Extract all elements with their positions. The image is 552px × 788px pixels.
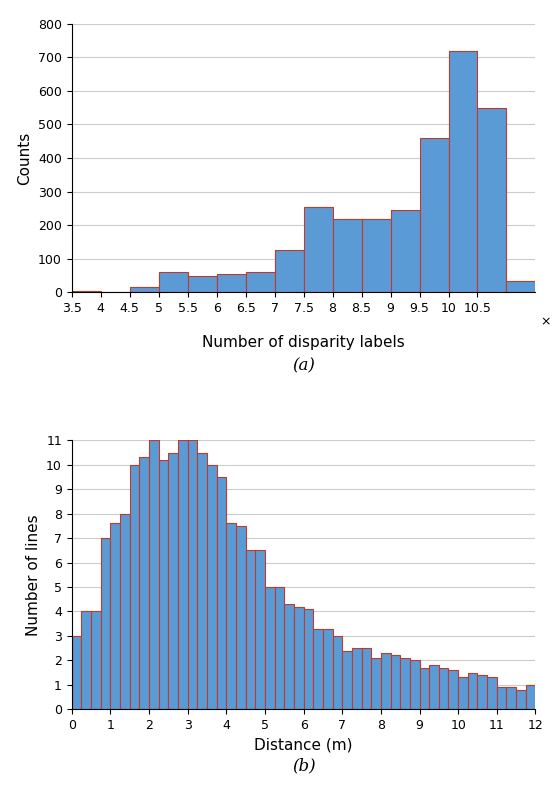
Bar xyxy=(110,523,120,709)
Bar xyxy=(130,465,139,709)
Bar xyxy=(468,672,477,709)
Bar xyxy=(362,648,371,709)
Bar xyxy=(265,587,275,709)
Bar xyxy=(294,607,304,709)
Bar xyxy=(255,550,265,709)
Bar xyxy=(304,609,314,709)
Bar xyxy=(207,465,216,709)
Text: (a): (a) xyxy=(292,357,315,374)
Bar xyxy=(448,670,458,709)
Bar xyxy=(198,452,207,709)
Bar xyxy=(410,660,420,709)
Bar xyxy=(91,611,100,709)
Bar xyxy=(168,452,178,709)
Bar xyxy=(178,440,188,709)
X-axis label: Number of disparity labels: Number of disparity labels xyxy=(202,335,405,350)
Bar xyxy=(304,206,332,292)
Bar xyxy=(487,678,497,709)
Bar xyxy=(391,210,420,292)
Bar xyxy=(390,656,400,709)
Bar xyxy=(188,276,216,292)
Bar xyxy=(246,273,275,292)
Bar xyxy=(362,218,391,292)
Bar xyxy=(216,477,226,709)
Bar xyxy=(332,636,342,709)
Bar xyxy=(506,687,516,709)
Bar xyxy=(159,273,188,292)
Bar xyxy=(352,648,362,709)
Bar xyxy=(120,514,130,709)
Bar xyxy=(82,611,91,709)
Bar xyxy=(274,587,284,709)
Text: (b): (b) xyxy=(292,757,315,775)
Bar xyxy=(429,665,439,709)
Bar xyxy=(72,636,82,709)
Bar xyxy=(226,523,236,709)
Bar xyxy=(507,281,535,292)
Bar xyxy=(149,440,159,709)
Bar xyxy=(188,440,198,709)
Bar xyxy=(420,667,429,709)
Bar xyxy=(458,678,468,709)
Bar xyxy=(371,658,381,709)
Bar xyxy=(332,218,362,292)
Bar xyxy=(477,675,487,709)
Bar xyxy=(217,274,246,292)
Bar xyxy=(439,667,448,709)
Bar xyxy=(400,658,410,709)
Bar xyxy=(381,653,390,709)
Bar xyxy=(477,108,507,292)
Y-axis label: Number of lines: Number of lines xyxy=(25,514,41,636)
Bar xyxy=(275,251,304,292)
Bar xyxy=(101,538,110,709)
X-axis label: Distance (m): Distance (m) xyxy=(254,738,353,753)
Bar xyxy=(139,458,149,709)
Bar xyxy=(314,629,323,709)
Bar xyxy=(246,550,255,709)
Bar xyxy=(236,526,246,709)
Bar xyxy=(526,685,535,709)
Bar xyxy=(342,651,352,709)
Bar xyxy=(130,288,159,292)
Bar xyxy=(497,687,506,709)
Text: $\times10^4$: $\times10^4$ xyxy=(540,313,552,329)
Bar xyxy=(323,629,332,709)
Bar xyxy=(284,604,294,709)
Bar xyxy=(516,690,526,709)
Bar xyxy=(420,138,449,292)
Y-axis label: Counts: Counts xyxy=(18,132,33,184)
Bar xyxy=(449,50,477,292)
Bar xyxy=(159,460,168,709)
